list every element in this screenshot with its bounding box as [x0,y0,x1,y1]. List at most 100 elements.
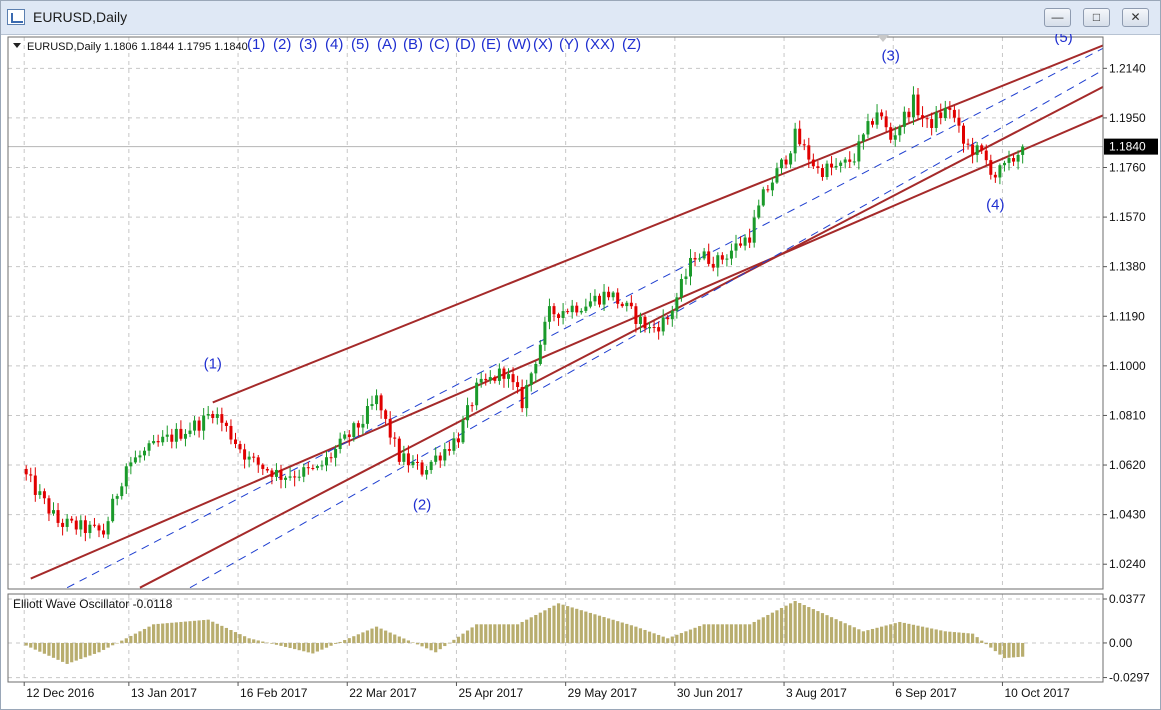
candle-body [766,189,770,191]
oscillator-bar [215,623,219,643]
candle-body [456,438,460,443]
oscillator-bar [770,612,774,643]
close-button[interactable]: ✕ [1122,8,1149,27]
maximize-button[interactable]: □ [1083,8,1110,27]
oscillator-bar [283,642,288,647]
candle-body [279,469,283,480]
oscillator-bar [1011,642,1016,658]
candle-body [761,189,765,206]
oscillator-bar [42,642,46,654]
oscillator-bar [202,620,206,643]
oscillator-bar [825,615,829,643]
candle-body [729,250,733,259]
candle-body [507,374,510,379]
candle-body [557,314,561,318]
price-chart[interactable]: 1.0240 1.0430 1.0620 1.0810 1.1000 1.1190 1.13… [1,34,1160,709]
candle-body [406,453,410,466]
oscillator-bar [38,642,42,652]
candle-body [461,420,465,443]
oscillator-bar [488,624,492,643]
oscillator-bar [675,634,679,643]
candle-body [479,378,483,383]
oscillator-bar [456,636,461,643]
candle-body [684,276,688,280]
candle-body [820,168,824,178]
candle-body [356,423,360,428]
candle-body [165,434,169,437]
candle-body [666,317,670,320]
candle-body [925,118,929,120]
candle-body [702,251,706,259]
candle-body [911,94,915,118]
oscillator-bar [438,642,442,650]
x-tick-label: 29 May 2017 [568,686,638,700]
oscillator-bar [980,640,984,643]
candle-body [588,301,592,307]
candle-body [288,476,292,478]
current-price-box [1104,138,1158,155]
oscillator-bar [525,619,529,643]
x-tick-label: 16 Feb 2017 [240,686,308,700]
candle-body [875,112,879,125]
oscillator-bar [47,642,51,656]
x-tick-label: 3 Aug 2017 [786,686,847,700]
channel-line [212,44,1103,404]
y-tick-label: 1.1190 [1109,309,1145,323]
candle-body [143,450,146,456]
candle-body [65,518,69,527]
oscillator-bar [861,631,865,643]
oscillator-bar [789,603,793,643]
candle-body [79,520,83,530]
oscillator-bar [629,625,633,643]
oscillator-bar [725,624,729,643]
candle-body [534,363,538,374]
candle-body [520,387,524,409]
oscillator-bar [784,605,788,643]
candle-body [543,321,547,345]
oscillator-bar [79,642,83,659]
candle-body [516,382,520,388]
oscillator-bar [24,642,28,646]
candle-body [497,368,501,381]
candle-body [306,467,310,469]
oscillator-bar [829,617,834,643]
oscillator-bar [647,631,652,643]
oscillator-bar [766,614,770,643]
oscillator-bar [811,609,815,643]
toolbar-wave-label: (C) [429,36,450,53]
candle-body [780,159,783,169]
toolbar-wave-label: (4) [325,36,343,53]
oscillator-bar [843,623,847,643]
candle-body [734,243,738,251]
candle-body [56,510,60,523]
candle-body [871,121,874,125]
oscillator-bar [434,642,438,653]
candle-body [902,111,906,127]
oscillator-bar [748,624,752,643]
y-tick-label: 1.0240 [1109,557,1146,571]
candle-body [593,295,597,302]
oscillator-bar [156,623,160,643]
candle-body [347,434,351,438]
oscillator-bar [270,642,274,644]
oscillator-bar [657,634,661,643]
chart-frame [7,36,1104,683]
candle-body [370,404,374,407]
minimize-button[interactable]: — [1044,8,1071,27]
candle-body [775,168,779,183]
oscillator-bar [293,642,297,650]
oscillator-bar [147,626,151,643]
candle-body [170,434,174,442]
title-bar[interactable]: EURUSD,Daily — □ ✕ [1,1,1160,35]
x-tick-label: 25 Apr 2017 [458,686,523,700]
candle-body [334,448,338,458]
oscillator-bar [998,642,1002,655]
oscillator-bar [393,634,397,643]
oscillator-bar [111,642,115,646]
candle-body [980,145,984,151]
candle-body [770,182,774,191]
oscillator-bar [370,628,374,643]
oscillator-bar [252,639,256,643]
oscillator-bar [365,630,370,643]
oscillator-bar [306,642,310,653]
